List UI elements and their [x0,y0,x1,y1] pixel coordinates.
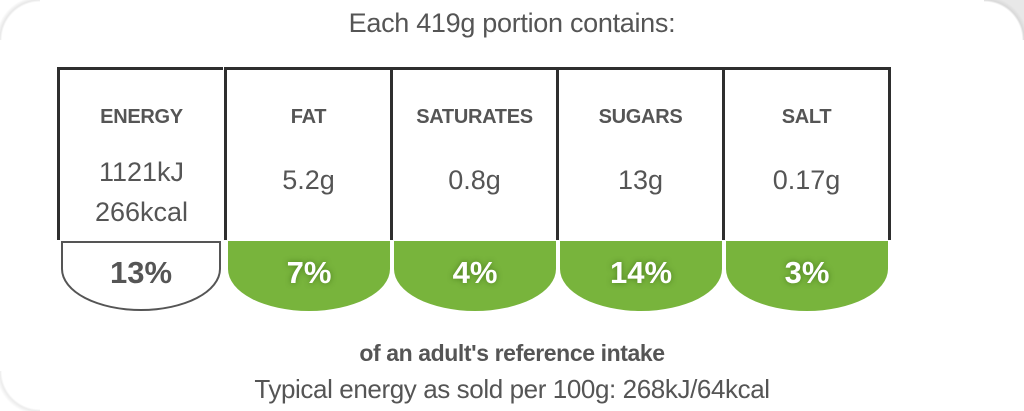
card-corner-top-right [984,0,1024,40]
nutrient-label: SALT [781,106,832,128]
nutrient-label: ENERGY [100,106,183,128]
reference-intake-badge: 14% [560,241,722,311]
nutrient-column-fat: FAT 5.2g 7% [224,67,390,317]
nutrient-box: SALT 0.17g [722,67,891,240]
energy-kcal: 266kcal [94,197,189,227]
energy-kj: 1121kJ [98,157,185,187]
card-corner-bottom-left [0,371,40,411]
reference-intake-caption: of an adult's reference intake [359,340,665,366]
nutrient-box: FAT 5.2g [224,67,390,240]
nutrient-column-salt: SALT 0.17g 3% [722,67,891,317]
nutrient-column-sugars: SUGARS 13g 14% [556,67,722,317]
nutrient-box: ENERGY 1121kJ 266kcal [57,67,223,240]
reference-intake-badge: 13% [61,241,221,311]
reference-intake-percent: 3% [784,255,830,290]
portion-title: Each 419g portion contains: [348,8,676,38]
nutrient-box: SATURATES 0.8g [390,67,556,240]
nutrient-box: SUGARS 13g [556,67,722,240]
reference-intake-percent: 4% [452,255,498,290]
reference-intake-percent: 14% [609,255,673,290]
reference-intake-percent: 13% [109,255,173,290]
reference-intake-badge: 3% [726,241,888,311]
nutrient-value: 0.17g [772,165,841,195]
nutrient-grid: ENERGY 1121kJ 266kcal 13% FAT 5.2g 7% SA… [57,67,891,317]
nutrient-value: 1121kJ 266kcal [60,152,223,232]
nutrient-column-saturates: SATURATES 0.8g 4% [390,67,556,317]
nutrient-value: 0.8g [448,165,501,195]
nutrient-value: 13g [617,165,664,195]
nutrient-value: 5.2g [282,165,335,195]
reference-intake-percent: 7% [286,255,332,290]
card-corner-top-left [0,0,40,40]
typical-energy-note: Typical energy as sold per 100g: 268kJ/6… [254,374,770,404]
nutrient-label: SATURATES [416,106,533,128]
nutrient-column-energy: ENERGY 1121kJ 266kcal 13% [57,67,223,317]
reference-intake-badge: 7% [228,241,390,311]
nutrient-label: SUGARS [598,106,683,128]
reference-intake-badge: 4% [394,241,556,311]
nutrient-label: FAT [290,106,327,128]
